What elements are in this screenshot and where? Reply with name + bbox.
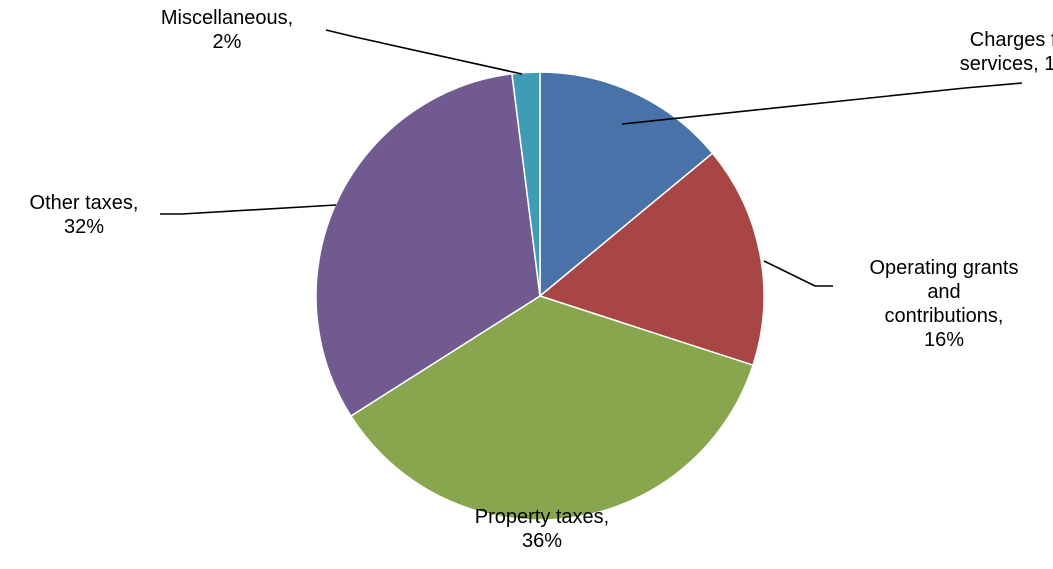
data-label-line: 32%	[64, 216, 104, 238]
data-label-miscellaneous: Miscellaneous, 2%	[161, 7, 293, 53]
leader-line-charges-for-services	[621, 82, 1023, 125]
data-label-operating-grants-and-contributions: Operating grants and contributions, 16%	[870, 257, 1019, 351]
pie-slice-miscellaneous	[511, 71, 541, 297]
pie-slice-other-taxes	[315, 72, 541, 418]
data-labels: Charges forservices, 14% Operating grants…	[30, 7, 1053, 552]
data-label-line: 2%	[213, 31, 242, 53]
data-label-line: contributions,	[885, 305, 1004, 327]
leader-line-operating-grants-and-contributions	[763, 260, 833, 287]
data-label-line: 16%	[924, 329, 964, 351]
pie-slice-property-taxes	[349, 295, 754, 521]
data-label-line: Property taxes,	[475, 506, 610, 528]
data-label-line: and	[927, 281, 960, 303]
leader-line-miscellaneous	[325, 29, 523, 75]
data-label-charges-for-services: Charges forservices, 14%	[960, 29, 1053, 75]
pie-slice-charges-for-services	[539, 71, 714, 298]
data-label-line: Miscellaneous,	[161, 7, 293, 29]
data-label-line: Operating grants	[870, 257, 1019, 279]
data-label-line: Other taxes,	[30, 192, 139, 214]
data-label-line: 36%	[522, 530, 562, 552]
leader-line-other-taxes	[160, 204, 337, 215]
pie-slices	[315, 71, 765, 521]
data-label-line: services, 14%	[960, 53, 1053, 75]
data-label-other-taxes: Other taxes, 32%	[30, 192, 139, 238]
data-label-property-taxes: Property taxes, 36%	[475, 506, 610, 552]
leader-lines	[160, 29, 1023, 287]
pie-slice-operating-grants-and-contributions	[538, 152, 765, 367]
data-label-line: Charges for	[970, 29, 1053, 51]
